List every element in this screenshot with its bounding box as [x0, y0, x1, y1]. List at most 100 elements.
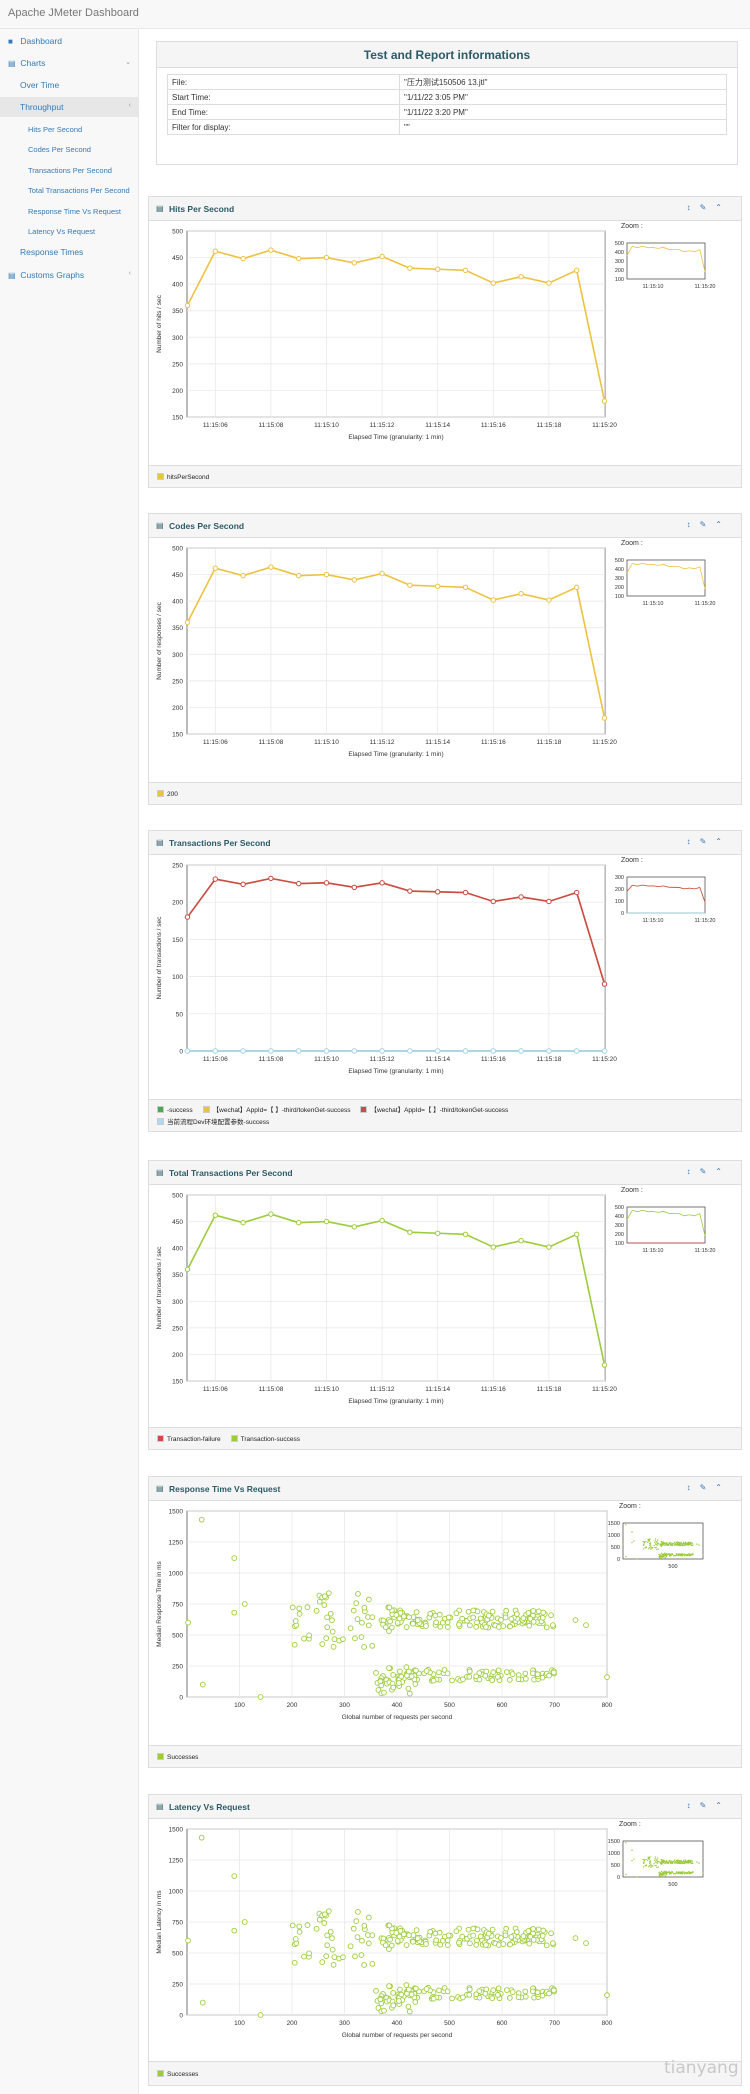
zoom-label: Zoom :	[621, 857, 643, 864]
data-point	[351, 884, 358, 891]
sidebar-item-latency-vs-request[interactable]: Latency Vs Request	[28, 227, 167, 236]
sort-icon[interactable]: ↕	[686, 1483, 700, 1492]
data-point	[379, 880, 385, 886]
panel-title[interactable]: Response Time Vs Request	[169, 1484, 281, 1494]
sidebar-item-response-times[interactable]: Response Times	[20, 247, 159, 257]
x-tick-label: 11:15:20	[592, 1056, 617, 1063]
sidebar-item-customs-graphs[interactable]: ▤ Customs Graphs ‹	[8, 270, 139, 280]
legend-item[interactable]: Transaction-success	[230, 1435, 300, 1443]
panel-title[interactable]: Codes Per Second	[169, 521, 245, 531]
data-point	[534, 1989, 541, 1996]
zoom-point	[650, 1866, 652, 1868]
data-point	[435, 889, 441, 895]
data-point	[574, 889, 580, 896]
zoom-point	[660, 1870, 663, 1873]
zoom-point	[681, 1872, 683, 1874]
series-line	[186, 1213, 606, 1366]
sidebar-item-charts[interactable]: ▤ Charts ⌄	[8, 58, 139, 68]
panel-title[interactable]: Latency Vs Request	[169, 1802, 250, 1812]
chevron-up-icon[interactable]: ⌃	[715, 1483, 731, 1492]
zoom-point	[648, 1864, 651, 1867]
zoom-point	[656, 1548, 658, 1551]
zoom-point	[662, 1543, 664, 1546]
zoom-point	[685, 1860, 687, 1862]
chevron-up-icon[interactable]: ⌃	[715, 1167, 731, 1176]
sort-icon[interactable]: ↕	[686, 1167, 700, 1176]
zoom-point	[685, 1542, 687, 1544]
zoom-point	[642, 1540, 644, 1543]
panel-title[interactable]: Total Transactions Per Second	[169, 1168, 293, 1178]
zoom-label: Zoom :	[619, 1503, 641, 1510]
panel-title[interactable]: Hits Per Second	[169, 204, 235, 214]
data-point	[604, 1674, 610, 1681]
data-point	[601, 1362, 608, 1368]
zoom-overview[interactable]	[626, 1206, 706, 1244]
y-tick-label: 1500	[169, 1827, 184, 1834]
data-point	[397, 1668, 403, 1675]
zoom-point	[676, 1871, 678, 1873]
data-point	[543, 1624, 550, 1631]
sidebar-item-hits-per-second[interactable]: Hits Per Second	[28, 125, 167, 134]
zoom-y-tick: 500	[615, 241, 624, 247]
legend-item[interactable]: 200	[157, 790, 178, 798]
chevron-up-icon[interactable]: ⌃	[715, 520, 731, 529]
zoom-overview[interactable]	[626, 876, 706, 914]
sidebar-item-transactions-per-second[interactable]: Transactions Per Second	[28, 166, 167, 175]
legend-item[interactable]: Transaction-failure	[157, 1435, 221, 1443]
zoom-point	[686, 1553, 689, 1556]
y-tick-label: 400	[172, 599, 183, 606]
sidebar-item-total-transactions[interactable]: Total Transactions Per Second	[28, 186, 167, 195]
legend-item[interactable]: 【wechat】AppId=【 】-third/tokenGet-success	[202, 1106, 350, 1114]
report-info-title: Test and Report informations	[157, 42, 737, 68]
data-point	[296, 880, 302, 887]
chevron-up-icon[interactable]: ⌃	[715, 1801, 731, 1810]
sort-icon[interactable]: ↕	[686, 520, 700, 529]
sort-icon[interactable]: ↕	[686, 837, 700, 846]
brand-title[interactable]: Apache JMeter Dashboard	[8, 7, 139, 19]
zoom-point	[691, 1554, 693, 1556]
legend-item[interactable]: -success	[157, 1106, 193, 1114]
wrench-icon[interactable]: ✎	[699, 1167, 716, 1176]
data-point	[460, 1994, 466, 2001]
table-row: Filter for display: ""	[167, 119, 727, 135]
data-point	[490, 898, 496, 905]
legend-swatch	[157, 1435, 164, 1442]
sidebar-item-dashboard[interactable]: ■ Dashboard	[8, 36, 147, 46]
zoom-x-tick: 11:15:20	[694, 1248, 715, 1254]
sidebar-item-response-time-vs-request[interactable]: Response Time Vs Request	[28, 207, 167, 216]
zoom-point	[659, 1873, 661, 1875]
zoom-point	[679, 1553, 681, 1555]
legend-item[interactable]: Successes	[157, 1753, 198, 1761]
zoom-point	[686, 1872, 689, 1875]
sidebar-item-codes-per-second[interactable]: Codes Per Second	[28, 145, 167, 154]
sort-icon[interactable]: ↕	[686, 203, 700, 212]
plot-area	[186, 1194, 606, 1382]
bar-chart-icon: ▤	[156, 838, 164, 847]
sort-icon[interactable]: ↕	[686, 1801, 700, 1810]
zoom-overview[interactable]	[626, 242, 706, 280]
sidebar-item-throughput[interactable]: Throughput ‹	[0, 97, 139, 117]
chevron-up-icon[interactable]: ⌃	[715, 203, 731, 212]
chevron-up-icon[interactable]: ⌃	[715, 837, 731, 846]
sidebar-item-over-time[interactable]: Over Time	[20, 80, 159, 90]
panel-tools: ↕✎⌃	[687, 837, 731, 846]
x-tick-label: 11:15:06	[203, 422, 228, 429]
wrench-icon[interactable]: ✎	[699, 837, 716, 846]
legend-item[interactable]: Successes	[157, 2070, 198, 2078]
wrench-icon[interactable]: ✎	[699, 1801, 716, 1810]
legend-item[interactable]: 【wechat】AppId=【 】-third/tokenGet-success	[360, 1106, 508, 1114]
wrench-icon[interactable]: ✎	[699, 520, 716, 529]
zoom-overview[interactable]	[626, 559, 706, 597]
data-point	[306, 1632, 312, 1639]
legend-item[interactable]: 当前流程Dev环境配置参数-success	[157, 1118, 269, 1126]
data-point	[485, 1930, 492, 1937]
wrench-icon[interactable]: ✎	[699, 203, 716, 212]
zoom-point	[653, 1544, 655, 1547]
data-point	[329, 1935, 335, 1941]
wrench-icon[interactable]: ✎	[699, 1483, 716, 1492]
zoom-overview[interactable]	[622, 1840, 704, 1878]
plot-area	[186, 547, 606, 735]
legend-item[interactable]: hitsPerSecond	[157, 473, 209, 481]
zoom-overview[interactable]	[622, 1522, 704, 1560]
panel-title[interactable]: Transactions Per Second	[169, 838, 271, 848]
